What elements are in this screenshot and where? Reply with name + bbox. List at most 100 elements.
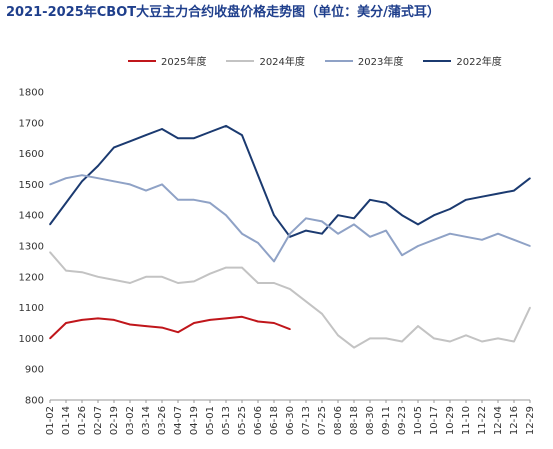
- x-tick-label: 04-19: [189, 406, 200, 435]
- y-tick-label: 900: [25, 365, 44, 376]
- data-point-2024年度: [321, 312, 323, 315]
- data-point-2023年度: [417, 245, 419, 247]
- x-tick-label: 11-22: [477, 406, 488, 435]
- x-tick-label: 08-06: [333, 406, 344, 435]
- data-point-2024年度: [513, 340, 515, 343]
- x-tick-label: 01-02: [45, 406, 56, 435]
- x-tick-label: 07-25: [317, 406, 328, 435]
- data-point-2024年度: [225, 266, 227, 269]
- x-tick-label: 06-06: [253, 406, 264, 435]
- legend-label-2025: 2025年度: [161, 57, 207, 68]
- data-point-2025年度: [241, 316, 243, 318]
- data-point-2022年度: [209, 131, 211, 133]
- data-point-2023年度: [449, 232, 451, 235]
- y-tick-label: 1200: [19, 272, 44, 283]
- data-point-2022年度: [193, 137, 195, 139]
- data-point-2023年度: [113, 180, 115, 183]
- x-tick-label: 03-26: [157, 406, 168, 435]
- data-point-2024年度: [305, 300, 307, 303]
- data-point-2022年度: [513, 189, 515, 192]
- data-point-2024年度: [417, 325, 419, 327]
- data-point-2024年度: [385, 337, 387, 340]
- data-point-2024年度: [161, 276, 163, 278]
- data-point-2025年度: [161, 326, 163, 329]
- data-point-2025年度: [273, 322, 275, 324]
- y-tick-label: 1300: [19, 242, 44, 253]
- data-point-2023年度: [481, 239, 483, 241]
- x-tick-label: 06-30: [285, 406, 296, 435]
- data-point-2022年度: [337, 214, 339, 216]
- data-point-2023年度: [465, 235, 467, 238]
- data-point-2024年度: [337, 334, 339, 337]
- data-point-2022年度: [177, 137, 179, 139]
- data-point-2023年度: [513, 239, 515, 241]
- data-point-2023年度: [401, 254, 403, 257]
- data-point-2023年度: [321, 220, 323, 223]
- data-point-2022年度: [417, 223, 419, 226]
- x-tick-label: 05-01: [205, 406, 216, 435]
- x-tick-label: 05-13: [221, 406, 232, 435]
- x-tick-label: 06-18: [269, 406, 280, 435]
- x-tick-label: 01-26: [77, 406, 88, 435]
- data-point-2025年度: [289, 328, 291, 330]
- data-point-2022年度: [465, 199, 467, 201]
- legend-item-2022: 2022年度: [423, 53, 502, 68]
- x-tick-label: 05-25: [237, 406, 248, 435]
- data-point-2023年度: [49, 183, 51, 186]
- data-point-2022年度: [449, 208, 451, 210]
- data-point-2022年度: [353, 217, 355, 220]
- data-point-2023年度: [177, 199, 179, 201]
- data-point-2022年度: [145, 134, 147, 136]
- chart-legend: 2025年度 2024年度 2023年度 2022年度: [128, 53, 502, 68]
- data-point-2022年度: [497, 192, 499, 195]
- x-tick-label: 12-29: [525, 406, 536, 435]
- legend-item-2025: 2025年度: [128, 53, 206, 68]
- y-tick-label: 800: [25, 396, 44, 407]
- data-point-2022年度: [97, 165, 99, 167]
- data-point-2025年度: [177, 331, 179, 334]
- data-point-2024年度: [241, 266, 243, 269]
- x-tick-label: 09-23: [397, 406, 408, 435]
- data-point-2023年度: [225, 214, 227, 216]
- data-point-2022年度: [65, 202, 67, 204]
- data-point-2025年度: [193, 322, 195, 324]
- data-point-2025年度: [129, 323, 131, 326]
- data-point-2023年度: [129, 183, 131, 186]
- series-line-2024年度: [49, 251, 531, 349]
- data-point-2024年度: [65, 269, 67, 272]
- data-point-2024年度: [433, 337, 435, 340]
- x-tick-label: 07-13: [301, 406, 312, 435]
- data-point-2025年度: [113, 319, 115, 321]
- y-tick-label: 1700: [19, 118, 44, 129]
- x-tick-label: 12-04: [493, 406, 504, 435]
- x-tick-label: 10-29: [445, 406, 456, 435]
- x-tick-label: 02-19: [109, 406, 120, 435]
- data-point-2024年度: [369, 337, 371, 340]
- legend-label-2023: 2023年度: [357, 57, 404, 68]
- data-point-2024年度: [481, 340, 483, 343]
- data-point-2024年度: [273, 282, 275, 284]
- legend-item-2023: 2023年度: [324, 53, 404, 68]
- legend-swatch-2024: [226, 59, 255, 62]
- data-point-2023年度: [161, 183, 163, 186]
- data-point-2023年度: [257, 242, 259, 244]
- x-tick-label: 08-30: [365, 406, 376, 435]
- data-point-2022年度: [225, 125, 227, 127]
- data-point-2024年度: [97, 276, 99, 278]
- data-point-2023年度: [65, 177, 67, 180]
- x-tick-label: 10-05: [413, 406, 424, 435]
- data-point-2022年度: [49, 223, 51, 226]
- data-point-2022年度: [161, 128, 163, 130]
- series-line-2025年度: [49, 315, 291, 340]
- y-tick-label: 1600: [19, 149, 44, 160]
- data-point-2022年度: [257, 174, 259, 176]
- data-point-2023年度: [433, 239, 435, 241]
- data-point-2023年度: [81, 174, 83, 176]
- data-point-2022年度: [81, 180, 83, 183]
- legend-label-2022: 2022年度: [456, 57, 502, 68]
- data-point-2023年度: [145, 189, 147, 192]
- data-point-2024年度: [465, 334, 467, 337]
- data-point-2024年度: [193, 280, 195, 283]
- legend-label-2024: 2024年度: [259, 57, 305, 68]
